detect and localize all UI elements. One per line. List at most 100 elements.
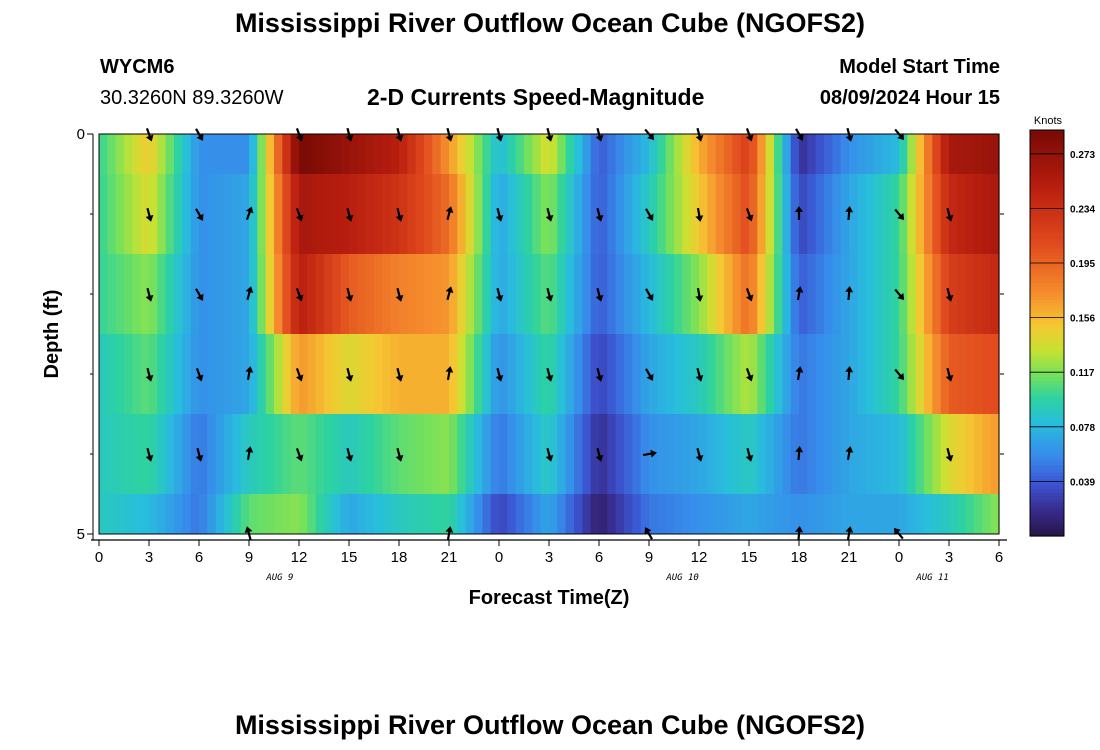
- heatmap-cell: [424, 414, 433, 494]
- heatmap-cell: [732, 414, 742, 494]
- current-arrow: [145, 447, 154, 462]
- colorbar-segment: [1030, 312, 1064, 317]
- colorbar: 0.273 0.234 0.195 0.156 0.117 0.078 0.039: [1029, 129, 1095, 537]
- colorbar-segment: [1030, 346, 1064, 351]
- heatmap-cell: [757, 414, 767, 494]
- heatmap-cell: [724, 134, 733, 174]
- colorbar-segment: [1030, 464, 1064, 469]
- page-title-bottom: Mississippi River Outflow Ocean Cube (NG…: [234, 710, 866, 740]
- colorbar-segment: [1030, 197, 1064, 202]
- heatmap-cell: [790, 334, 800, 414]
- heatmap-cell: [382, 334, 392, 414]
- heatmap-cell: [465, 174, 475, 254]
- heatmap-cell: [582, 494, 592, 534]
- colorbar-segment: [1030, 289, 1064, 293]
- heatmap-cell: [574, 414, 583, 494]
- heatmap-cell: [507, 334, 517, 414]
- colorbar-segment: [1030, 343, 1064, 348]
- current-arrow: [445, 127, 454, 142]
- heatmap-cell: [549, 494, 558, 534]
- heatmap-cell: [515, 334, 525, 414]
- x-tick-label: 0: [495, 549, 503, 566]
- heatmap-cell: [349, 254, 358, 334]
- heatmap-cell: [890, 174, 900, 254]
- heatmap-cell: [907, 414, 917, 494]
- heatmap-cell: [257, 414, 267, 494]
- current-arrow: [545, 447, 554, 462]
- current-arrow: [195, 208, 204, 221]
- colorbar-segment: [1030, 130, 1064, 134]
- colorbar-segment: [1030, 234, 1064, 239]
- heatmap-cell: [357, 414, 367, 494]
- chart-title: 2-D Currents Speed-Magnitude: [367, 84, 705, 110]
- heatmap-cell: [224, 134, 233, 174]
- heatmap-cell: [149, 174, 158, 254]
- heatmap-cell: [990, 254, 1000, 334]
- colorbar-segment: [1030, 140, 1064, 145]
- heatmap-cell: [307, 254, 317, 334]
- heatmap-cell: [399, 134, 408, 174]
- heatmap-cell: [115, 414, 125, 494]
- heatmap-cell: [499, 494, 508, 534]
- heatmap-cell: [582, 334, 592, 414]
- heatmap-cell: [190, 334, 200, 414]
- heatmap-cell: [240, 174, 250, 254]
- colorbar-segment: [1030, 309, 1064, 314]
- heatmap-cell: [549, 334, 558, 414]
- x-tick-label: 18: [391, 549, 408, 566]
- heatmap-cell: [249, 494, 258, 534]
- heatmap-cell: [457, 134, 467, 174]
- heatmap-cell: [449, 134, 458, 174]
- heatmap-cell: [990, 414, 1000, 494]
- y-axis-label: Depth (ft): [41, 290, 63, 379]
- heatmap-cell: [382, 174, 392, 254]
- heatmap-cell: [215, 134, 225, 174]
- colorbar-segment: [1030, 488, 1064, 493]
- x-tick-label: 15: [341, 549, 358, 566]
- heatmap-cell: [674, 494, 683, 534]
- heatmap-cell: [757, 334, 767, 414]
- colorbar-tick-label: 0.156: [1070, 314, 1095, 325]
- heatmap-cell: [699, 494, 708, 534]
- heatmap-cell: [624, 494, 633, 534]
- heatmap-cell: [607, 174, 617, 254]
- heatmap-cell: [790, 494, 800, 534]
- colorbar-segment: [1030, 481, 1064, 486]
- heatmap-cell: [982, 414, 992, 494]
- heatmap-cell: [524, 254, 533, 334]
- colorbar-segment: [1030, 404, 1064, 409]
- heatmap-cell: [740, 254, 750, 334]
- heatmap-cell: [949, 254, 958, 334]
- colorbar-segment: [1030, 492, 1064, 496]
- heatmap-cell: [399, 334, 408, 414]
- heatmap-cell: [490, 254, 500, 334]
- heatmap-cell: [407, 334, 417, 414]
- heatmap-cell: [340, 414, 350, 494]
- heatmap-cell: [565, 414, 575, 494]
- heatmap-cell: [649, 494, 658, 534]
- current-arrow: [695, 287, 704, 302]
- heatmap-cell: [974, 134, 983, 174]
- heatmap-cell: [232, 494, 242, 534]
- current-arrow: [145, 207, 154, 222]
- heatmap-cell: [682, 494, 692, 534]
- current-arrow: [795, 446, 804, 461]
- heatmap-cell: [882, 134, 892, 174]
- colorbar-segment: [1030, 187, 1064, 192]
- current-arrow: [645, 368, 654, 381]
- current-arrow: [345, 207, 354, 222]
- colorbar-segment: [1030, 228, 1064, 233]
- heatmap-cells: [99, 134, 1000, 534]
- heatmap-cell: [832, 494, 842, 534]
- heatmap-cell: [315, 334, 325, 414]
- heatmap-cell: [265, 174, 275, 254]
- current-arrow: [545, 367, 554, 382]
- heatmap-cell: [965, 134, 975, 174]
- heatmap-cell: [449, 494, 458, 534]
- heatmap-cell: [440, 414, 450, 494]
- heatmap-cell: [115, 334, 125, 414]
- current-arrow: [894, 368, 905, 381]
- colorbar-segment: [1030, 366, 1064, 371]
- heatmap-cell: [165, 254, 175, 334]
- colorbar-segment: [1030, 163, 1064, 168]
